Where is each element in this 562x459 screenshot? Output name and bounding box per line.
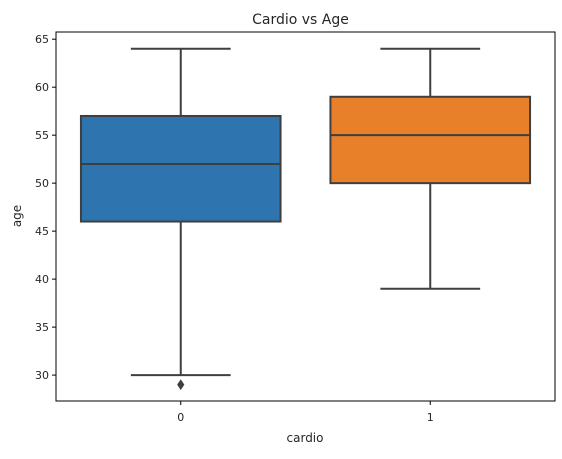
chart-title: Cardio vs Age (252, 12, 349, 28)
y-tick-label-35: 35 (35, 321, 49, 334)
x-tick-label-0: 0 (177, 411, 184, 424)
box-0 (79, 114, 282, 223)
y-tick-label-65: 65 (35, 33, 49, 46)
y-tick-label-55: 55 (35, 129, 49, 142)
y-tick-label-40: 40 (35, 273, 49, 286)
y-tick-label-60: 60 (35, 81, 49, 94)
outlier-0-0 (177, 379, 185, 391)
y-axis-label: age (10, 205, 24, 227)
box-1 (329, 95, 532, 185)
y-tick-label-50: 50 (35, 177, 49, 190)
plot-area: 30 35 40 45 50 55 60 65 0 1 (35, 31, 556, 424)
x-axis-label: cardio (287, 431, 324, 445)
y-tick-label-45: 45 (35, 225, 49, 238)
x-tick-label-1: 1 (427, 411, 434, 424)
y-tick-label-30: 30 (35, 369, 49, 382)
plot-frame (55, 31, 556, 402)
